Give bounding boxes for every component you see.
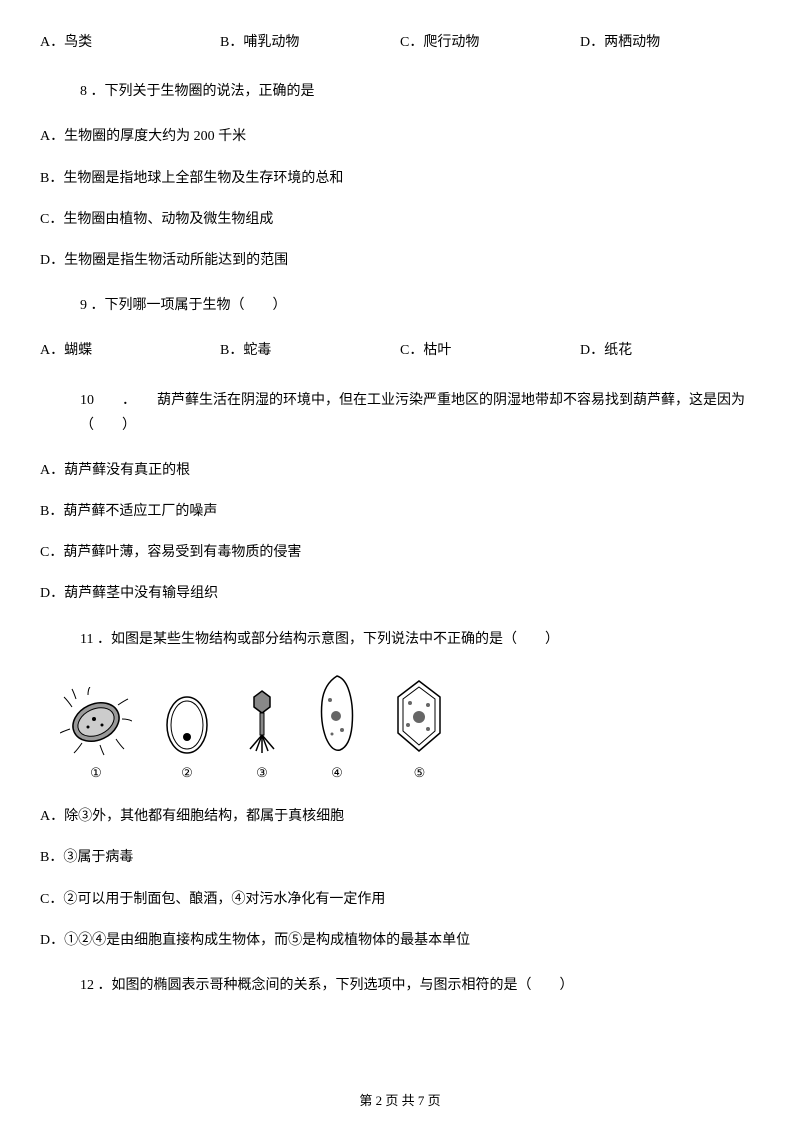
figure-virus: ③ <box>242 687 282 784</box>
q9-stem: 9 ．下列哪一项属于生物（ ） <box>80 293 760 318</box>
q9-opt-c: C．枯叶 <box>400 338 580 363</box>
q7-opt-b: B．哺乳动物 <box>220 30 400 55</box>
q8-opt-d: D．生物圈是指生物活动所能达到的范围 <box>40 248 760 273</box>
figure-bacterium: ① <box>60 687 132 784</box>
q7-opt-c: C．爬行动物 <box>400 30 580 55</box>
q7-options: A．鸟类 B．哺乳动物 C．爬行动物 D．两栖动物 <box>40 30 760 55</box>
q11-opt-b: B．③属于病毒 <box>40 845 760 870</box>
figure-label-3: ③ <box>256 761 268 784</box>
page-footer: 第 2 页 共 7 页 <box>0 1089 800 1112</box>
q8-stem: 8 ．下列关于生物圈的说法，正确的是 <box>80 79 760 104</box>
q10-opt-b: B．葫芦藓不适应工厂的噪声 <box>40 499 760 524</box>
figure-paramecium: ④ <box>312 672 362 784</box>
q9-opt-d: D．纸花 <box>580 338 760 363</box>
figure-plant-cell: ⑤ <box>392 677 447 784</box>
q10-opt-c: C．葫芦藓叶薄，容易受到有毒物质的侵害 <box>40 540 760 565</box>
q11-opt-c: C．②可以用于制面包、酿酒，④对污水净化有一定作用 <box>40 887 760 912</box>
q7-opt-d: D．两栖动物 <box>580 30 760 55</box>
q7-opt-a: A．鸟类 <box>40 30 220 55</box>
q12-stem: 12 ．如图的椭圆表示哥种概念间的关系，下列选项中，与图示相符的是（ ） <box>80 973 760 998</box>
q11-stem: 11 ．如图是某些生物结构或部分结构示意图，下列说法中不正确的是（ ） <box>80 627 760 652</box>
q8-opt-b: B．生物圈是指地球上全部生物及生存环境的总和 <box>40 166 760 191</box>
q10-opt-d: D．葫芦藓茎中没有输导组织 <box>40 581 760 606</box>
q9-opt-b: B．蛇毒 <box>220 338 400 363</box>
plant-cell-icon <box>392 677 447 757</box>
q11-opt-a: A．除③外，其他都有细胞结构，都属于真核细胞 <box>40 804 760 829</box>
figure-label-5: ⑤ <box>414 761 426 784</box>
virus-icon <box>242 687 282 757</box>
q10-stem: 10 ． 葫芦藓生活在阴湿的环境中，但在工业污染严重地区的阴湿地带却不容易找到葫… <box>80 388 760 438</box>
q9-options: A．蝴蝶 B．蛇毒 C．枯叶 D．纸花 <box>40 338 760 363</box>
q10-opt-a: A．葫芦藓没有真正的根 <box>40 458 760 483</box>
paramecium-icon <box>312 672 362 757</box>
q11-figure: ① ② ③ ④ <box>60 672 760 784</box>
q8-opt-a: A．生物圈的厚度大约为 200 千米 <box>40 124 760 149</box>
figure-yeast: ② <box>162 687 212 784</box>
yeast-icon <box>162 687 212 757</box>
figure-label-2: ② <box>181 761 193 784</box>
q8-opt-c: C．生物圈由植物、动物及微生物组成 <box>40 207 760 232</box>
q11-opt-d: D．①②④是由细胞直接构成生物体，而⑤是构成植物体的最基本单位 <box>40 928 760 953</box>
figure-label-4: ④ <box>331 761 343 784</box>
q9-opt-a: A．蝴蝶 <box>40 338 220 363</box>
bacterium-icon <box>60 687 132 757</box>
figure-label-1: ① <box>90 761 102 784</box>
